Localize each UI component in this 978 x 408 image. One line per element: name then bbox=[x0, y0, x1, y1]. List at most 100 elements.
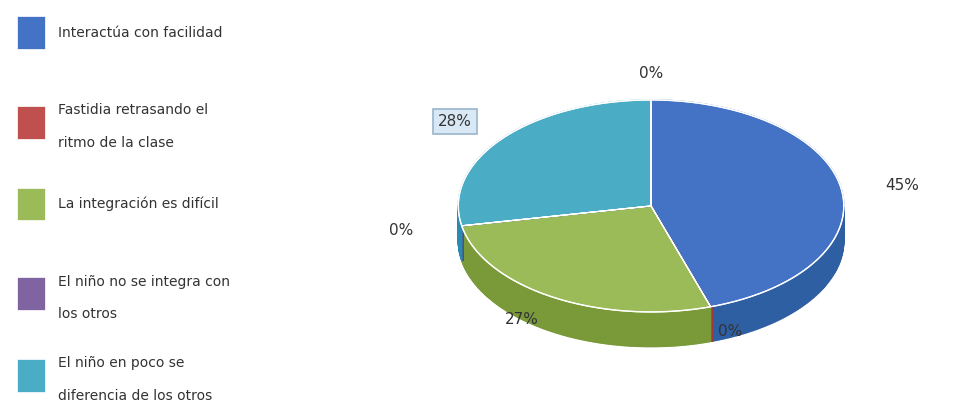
Polygon shape bbox=[632, 311, 634, 346]
Polygon shape bbox=[600, 308, 601, 343]
Polygon shape bbox=[499, 271, 500, 307]
Polygon shape bbox=[586, 306, 588, 341]
Polygon shape bbox=[797, 273, 799, 309]
Polygon shape bbox=[803, 270, 804, 306]
Polygon shape bbox=[745, 297, 747, 333]
Polygon shape bbox=[501, 273, 502, 308]
FancyBboxPatch shape bbox=[17, 359, 44, 392]
Polygon shape bbox=[720, 304, 723, 339]
Polygon shape bbox=[692, 309, 694, 344]
Polygon shape bbox=[616, 310, 617, 345]
Polygon shape bbox=[636, 312, 637, 346]
Polygon shape bbox=[561, 300, 563, 335]
Polygon shape bbox=[737, 300, 740, 335]
Polygon shape bbox=[827, 246, 828, 282]
Polygon shape bbox=[695, 309, 697, 344]
Polygon shape bbox=[537, 291, 538, 327]
Polygon shape bbox=[799, 272, 801, 308]
Polygon shape bbox=[683, 310, 685, 345]
Polygon shape bbox=[815, 260, 817, 296]
Polygon shape bbox=[828, 245, 829, 281]
Polygon shape bbox=[569, 302, 570, 337]
Polygon shape bbox=[656, 312, 658, 346]
Polygon shape bbox=[541, 293, 542, 328]
Polygon shape bbox=[458, 100, 650, 226]
Polygon shape bbox=[510, 278, 511, 314]
Text: El niño no se integra con: El niño no se integra con bbox=[58, 275, 230, 288]
Polygon shape bbox=[648, 312, 650, 347]
Polygon shape bbox=[790, 278, 792, 314]
Polygon shape bbox=[611, 310, 612, 345]
Text: Fastidia retrasando el: Fastidia retrasando el bbox=[58, 103, 208, 117]
Polygon shape bbox=[589, 306, 591, 341]
Polygon shape bbox=[535, 291, 537, 326]
Polygon shape bbox=[688, 310, 689, 345]
Polygon shape bbox=[566, 301, 567, 336]
Polygon shape bbox=[619, 310, 621, 345]
Polygon shape bbox=[515, 282, 516, 317]
Polygon shape bbox=[761, 292, 763, 327]
Polygon shape bbox=[682, 310, 683, 345]
Polygon shape bbox=[612, 310, 614, 345]
Polygon shape bbox=[626, 311, 627, 346]
Text: 45%: 45% bbox=[884, 178, 918, 193]
Polygon shape bbox=[733, 301, 735, 337]
Polygon shape bbox=[606, 309, 607, 344]
Text: 0%: 0% bbox=[388, 223, 413, 238]
Polygon shape bbox=[718, 305, 720, 340]
Polygon shape bbox=[788, 279, 790, 315]
Polygon shape bbox=[548, 295, 549, 331]
Polygon shape bbox=[660, 312, 661, 346]
Polygon shape bbox=[560, 299, 561, 335]
Polygon shape bbox=[530, 289, 531, 324]
Polygon shape bbox=[759, 293, 761, 328]
Polygon shape bbox=[715, 305, 718, 340]
Text: 27%: 27% bbox=[504, 313, 538, 328]
Polygon shape bbox=[584, 306, 586, 341]
Polygon shape bbox=[526, 287, 527, 322]
Polygon shape bbox=[533, 290, 534, 325]
Polygon shape bbox=[818, 257, 819, 293]
Polygon shape bbox=[642, 312, 644, 346]
Polygon shape bbox=[707, 307, 708, 342]
Polygon shape bbox=[558, 299, 560, 334]
Polygon shape bbox=[708, 307, 710, 342]
Polygon shape bbox=[631, 311, 632, 346]
Polygon shape bbox=[749, 296, 752, 331]
Polygon shape bbox=[527, 288, 529, 323]
Polygon shape bbox=[804, 268, 806, 304]
Polygon shape bbox=[609, 310, 611, 344]
Polygon shape bbox=[506, 275, 507, 311]
Polygon shape bbox=[658, 312, 660, 346]
Polygon shape bbox=[639, 312, 641, 346]
Polygon shape bbox=[516, 282, 517, 317]
Polygon shape bbox=[678, 311, 680, 346]
Polygon shape bbox=[829, 244, 830, 279]
Polygon shape bbox=[607, 309, 609, 344]
Polygon shape bbox=[680, 310, 682, 346]
Polygon shape bbox=[503, 274, 505, 310]
Polygon shape bbox=[812, 262, 814, 298]
Polygon shape bbox=[592, 307, 594, 342]
Polygon shape bbox=[513, 280, 514, 315]
Polygon shape bbox=[792, 277, 794, 313]
Polygon shape bbox=[637, 312, 639, 346]
Polygon shape bbox=[534, 290, 535, 326]
Polygon shape bbox=[697, 308, 699, 344]
Polygon shape bbox=[614, 310, 616, 345]
Polygon shape bbox=[655, 312, 656, 347]
Polygon shape bbox=[747, 297, 749, 332]
Polygon shape bbox=[712, 306, 715, 341]
Polygon shape bbox=[690, 309, 692, 344]
Polygon shape bbox=[686, 310, 688, 345]
Polygon shape bbox=[603, 309, 604, 344]
Text: los otros: los otros bbox=[58, 307, 117, 321]
Polygon shape bbox=[509, 277, 510, 313]
Polygon shape bbox=[668, 311, 670, 346]
Polygon shape bbox=[634, 312, 636, 346]
Polygon shape bbox=[549, 296, 551, 331]
Polygon shape bbox=[694, 309, 695, 344]
Polygon shape bbox=[726, 303, 728, 338]
Polygon shape bbox=[723, 304, 726, 339]
Polygon shape bbox=[520, 284, 521, 319]
